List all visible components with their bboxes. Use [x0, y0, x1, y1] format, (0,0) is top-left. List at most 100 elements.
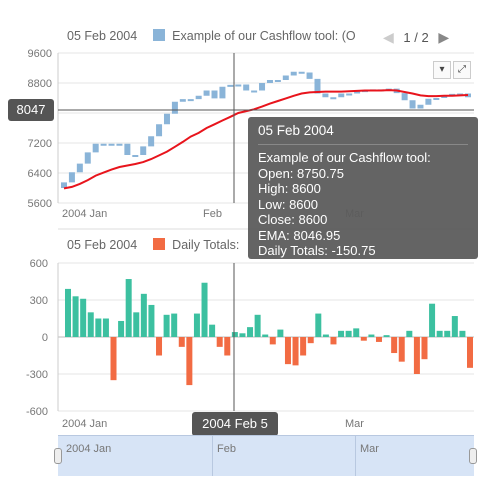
nav-label-mar: Mar [360, 443, 379, 455]
positive-bar [140, 293, 147, 337]
negative-bar [413, 337, 420, 374]
positive-bar [118, 320, 125, 337]
positive-bar [338, 330, 345, 337]
tooltip-low: Low: 8600 [258, 196, 318, 212]
totals-y-tick-label: 0 [42, 332, 48, 344]
positive-bar [254, 314, 261, 337]
positive-bar [383, 335, 390, 337]
ohlc-candle [235, 84, 242, 87]
ohlc-candle [314, 78, 321, 94]
next-page-icon[interactable]: ▶ [438, 29, 450, 45]
page-indicator: 1 / 2 [403, 30, 429, 45]
price-y-tick-label: 8800 [28, 78, 52, 90]
negative-bar [300, 337, 307, 356]
positive-bar [231, 332, 238, 337]
ohlc-candle [203, 90, 210, 96]
bottom-legend-series-label[interactable]: Daily Totals: [172, 238, 240, 252]
ohlc-candle [156, 124, 163, 137]
ohlc-candle [148, 136, 155, 147]
totals-y-tick-label: 300 [30, 295, 48, 307]
totals-x-tick-label: Mar [345, 418, 364, 430]
range-navigator[interactable]: 2004 Jan Feb Mar [58, 435, 474, 476]
ohlc-candle [338, 93, 345, 98]
navigator-right-handle[interactable] [469, 448, 477, 464]
positive-bar [133, 312, 140, 337]
positive-bar [262, 334, 269, 337]
ohlc-candle [306, 72, 313, 79]
top-legend-date: 05 Feb 2004 [67, 29, 138, 43]
bottom-legend-date: 05 Feb 2004 [67, 238, 138, 252]
positive-bar [322, 334, 329, 337]
crosshair-date: 2004 Feb 5 [202, 416, 268, 431]
price-y-tick-label: 7200 [28, 138, 52, 150]
menu-dropdown-icon[interactable]: ▾ [433, 61, 451, 79]
price-x-tick-label: 2004 Jan [62, 208, 107, 220]
positive-bar [201, 282, 208, 337]
tooltip-series-name: Example of our Cashflow tool: [258, 150, 431, 165]
crosshair-value-label: 8047 [8, 99, 54, 121]
negative-bar [156, 337, 163, 356]
ohlc-candle [433, 98, 440, 100]
ohlc-candle [266, 80, 273, 83]
prev-page-icon[interactable]: ◀ [383, 29, 394, 45]
ohlc-candle [116, 143, 123, 146]
ohlc-candle [354, 90, 361, 94]
ohlc-candle [322, 93, 329, 98]
ohlc-candle [84, 152, 91, 164]
ohlc-candle [401, 93, 408, 101]
ohlc-candle [441, 95, 448, 98]
negative-bar [216, 337, 223, 347]
negative-bar [284, 337, 291, 365]
price-y-tick-label: 5600 [28, 198, 52, 210]
ohlc-candle [187, 99, 194, 102]
negative-bar [421, 337, 428, 360]
positive-bar [171, 313, 178, 337]
top-legend-series-label[interactable]: Example of our Cashflow tool: (O [172, 29, 356, 43]
ohlc-candle [290, 71, 297, 76]
navigator-left-handle[interactable] [54, 448, 62, 464]
positive-bar [345, 330, 352, 337]
positive-bar [148, 304, 155, 337]
negative-bar [375, 337, 382, 342]
ohlc-candle [140, 146, 147, 155]
ohlc-candle [68, 172, 75, 183]
negative-bar [330, 337, 337, 345]
negative-bar [391, 337, 398, 354]
positive-bar [239, 333, 246, 337]
nav-divider-mar [355, 436, 356, 476]
ohlc-candle [163, 113, 170, 125]
data-tooltip: 05 Feb 2004 Example of our Cashflow tool… [248, 117, 478, 259]
positive-bar [193, 313, 200, 337]
crosshair-value: 8047 [16, 102, 46, 117]
zoom-expand-icon[interactable]: ⤢ [453, 61, 471, 79]
ema-line [63, 89, 469, 190]
nav-label-feb: Feb [217, 443, 236, 455]
negative-bar [292, 337, 299, 366]
ohlc-candle [61, 182, 67, 188]
totals-y-tick-label: 600 [30, 258, 48, 270]
tooltip-open: Open: 8750.75 [258, 165, 345, 181]
ohlc-candle [76, 163, 83, 173]
ohlc-candle [425, 98, 432, 105]
negative-bar [467, 337, 473, 368]
crosshair-date-label: 2004 Feb 5 [192, 412, 278, 436]
positive-bar [368, 334, 375, 337]
positive-bar [406, 330, 413, 337]
negative-bar [307, 337, 314, 344]
price-y-tick-label: 6400 [28, 168, 52, 180]
positive-bar [72, 296, 79, 337]
price-x-tick-label: Feb [203, 208, 222, 220]
negative-bar [186, 337, 193, 386]
positive-bar [451, 316, 458, 337]
ohlc-candle [171, 101, 178, 114]
ohlc-legend-swatch [152, 29, 165, 41]
totals-x-tick-label: 2004 Jan [62, 418, 107, 430]
totals-y-tick-label: -300 [26, 369, 48, 381]
positive-bar [315, 313, 322, 337]
ohlc-candle [108, 143, 115, 146]
negative-bar [269, 337, 276, 345]
positive-bar [87, 312, 94, 337]
ohlc-candle [274, 80, 281, 82]
nav-label-jan: 2004 Jan [66, 443, 112, 455]
